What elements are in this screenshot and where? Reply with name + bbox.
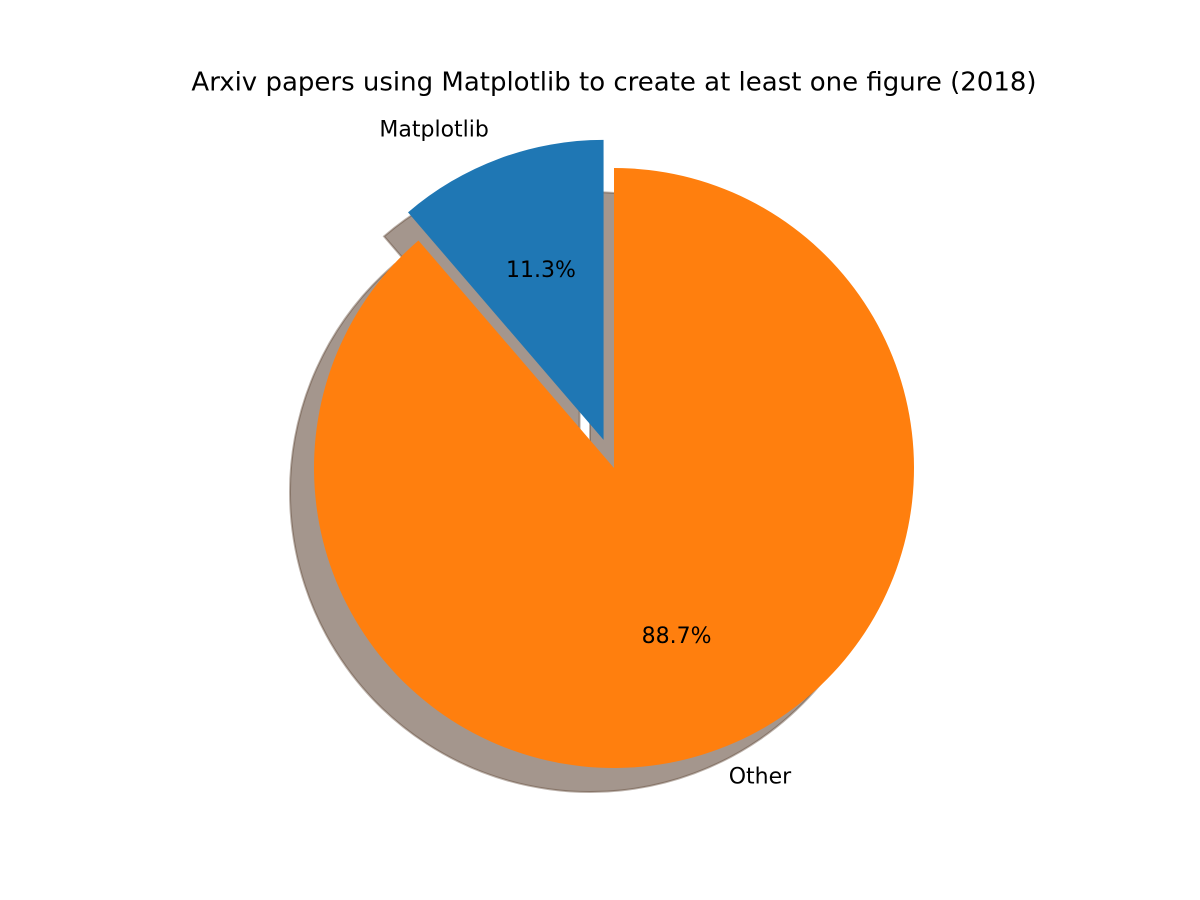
wedges (314, 139, 915, 768)
category-label: Matplotlib (379, 117, 488, 142)
wedge (408, 139, 604, 440)
wedge (314, 168, 915, 768)
category-label: Other (729, 764, 792, 789)
value-label: 11.3% (506, 258, 576, 283)
chart-title: Arxiv papers using Matplotlib to create … (191, 68, 1036, 98)
labels: Matplotlib 11.3% Other 88.7% (379, 117, 792, 789)
value-label: 88.7% (642, 624, 712, 649)
